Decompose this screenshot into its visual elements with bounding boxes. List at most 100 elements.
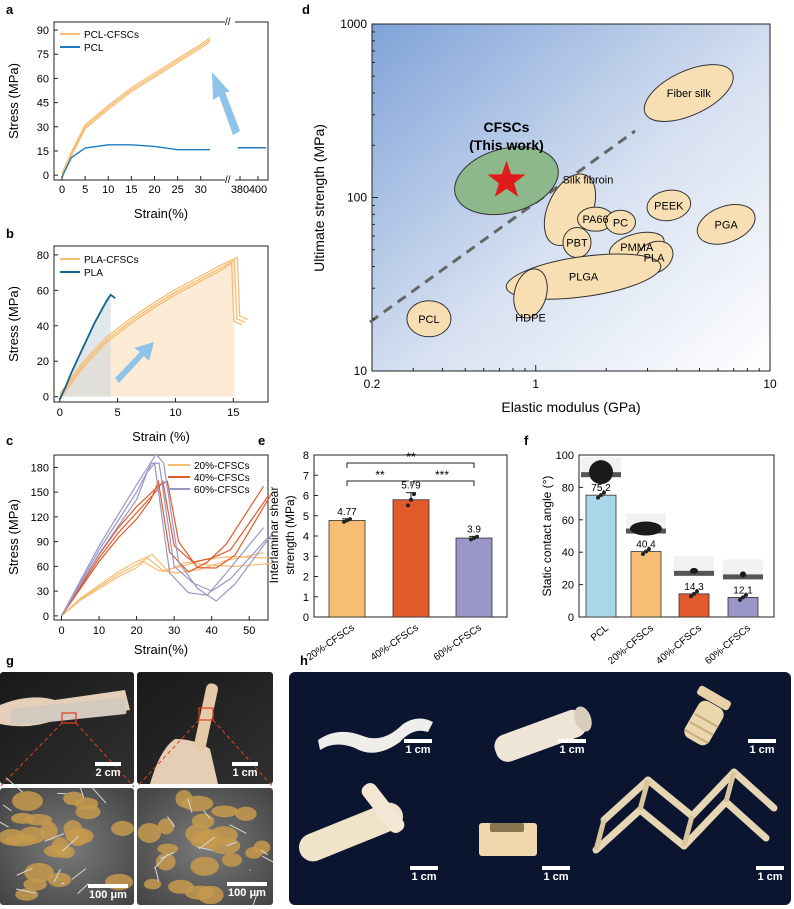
sem-fiber — [0, 821, 9, 828]
material-label: PEEK — [654, 200, 684, 212]
lattice-strut — [636, 806, 688, 850]
material-label: Silk fibroin — [563, 175, 614, 187]
chart-d-ylabel: Ultimate strength (MPa) — [311, 124, 327, 272]
x-tick-label: 20%-CFSCs — [305, 622, 357, 663]
y-tick-label: 1 — [303, 592, 309, 604]
material-label: PC — [613, 217, 628, 229]
data-point — [695, 589, 699, 594]
x-tick-label: 5 — [82, 184, 88, 196]
line-series-PLA-CFSCs — [59, 256, 249, 395]
y-tick-label: 0 — [43, 170, 49, 182]
sem-fiber — [159, 851, 175, 860]
sem-fiber — [198, 836, 216, 850]
sem-particle — [11, 791, 44, 811]
data-point — [602, 490, 606, 495]
data-point — [689, 594, 693, 599]
line-series-60%-CFSCs — [60, 453, 273, 617]
sem-fiber — [225, 841, 237, 847]
y-tick-label: 60 — [562, 515, 574, 527]
data-point — [744, 592, 748, 597]
line-series-20%-CFSCs — [61, 555, 269, 617]
sem-fiber — [61, 836, 79, 852]
line-series-40%-CFSCs — [61, 479, 264, 617]
y-tick-label: 80 — [562, 482, 574, 494]
material-label: PLA — [644, 253, 665, 265]
line-series-20%-CFSCs — [61, 553, 273, 617]
y-tick-label: 4 — [303, 531, 309, 543]
lattice-strut — [593, 819, 607, 851]
increase-arrow-a — [212, 72, 240, 135]
material-ellipse-peek — [646, 189, 692, 222]
x-tick-label: 1 — [532, 377, 539, 391]
x-tick-label: 10 — [102, 184, 114, 196]
lattice-strut — [722, 798, 770, 842]
significance-label: ** — [375, 468, 385, 482]
line-series-PCL-CFSCs — [61, 37, 211, 174]
sem-fiber — [92, 787, 107, 804]
value-label: 40.4 — [636, 540, 656, 551]
lattice-strut — [592, 806, 644, 854]
chart-a: // // PCL-CFSCs PCL 0 15 30 45 60 75 90 0 5 10 15 20… — [6, 17, 269, 221]
y-tick-label: 0 — [43, 392, 49, 404]
significance-label: ** — [406, 450, 416, 464]
lattice-strut — [688, 768, 738, 820]
chart-a-xlabel: Strain(%) — [134, 206, 188, 221]
x-tick-label: 15 — [125, 184, 137, 196]
y-tick-label: 1000 — [340, 17, 367, 31]
value-label: 5.79 — [401, 481, 421, 492]
y-tick-label: 60 — [37, 73, 49, 85]
y-tick-label: 0 — [43, 611, 49, 623]
sem-fiber — [261, 855, 275, 863]
data-point — [644, 549, 648, 554]
y-tick-label: 75 — [37, 49, 49, 61]
chart-d-xlabel: Elastic modulus (GPa) — [501, 399, 640, 415]
line-series-PLA — [58, 293, 116, 400]
y-tick-label: 15 — [37, 146, 49, 158]
data-point — [596, 495, 600, 500]
sem-particle — [0, 828, 26, 846]
material-label: Fiber silk — [667, 88, 712, 100]
x-tick-label: 0.2 — [364, 377, 381, 391]
y-tick-label: 100 — [347, 191, 367, 205]
x-tick-label: 10 — [763, 377, 777, 391]
sem-particle — [15, 888, 39, 901]
value-label: 14.3 — [684, 582, 704, 593]
photo-panel-g — [0, 672, 275, 906]
chart-a-ylabel: Stress (MPa) — [6, 63, 21, 139]
x-tick-label: 50 — [243, 625, 255, 637]
y-tick-label: 40 — [562, 547, 574, 559]
scale-bar-g2: 1 cm — [225, 762, 265, 779]
sem-particle — [191, 813, 215, 829]
sem-fiber — [79, 785, 85, 798]
y-tick-label: 80 — [37, 250, 49, 262]
data-point — [345, 518, 349, 523]
sem-particle — [43, 844, 71, 858]
scale-bar-h5: 1 cm — [536, 866, 576, 883]
sem-particle — [157, 818, 175, 835]
droplet-image — [589, 460, 613, 485]
lattice-strut — [680, 798, 730, 850]
x-tick-label: 0 — [58, 625, 64, 637]
scale-bar-h4: 1 cm — [404, 866, 444, 883]
scale-bar-h3: 1 cm — [742, 739, 782, 756]
sem-fiber — [44, 833, 65, 842]
sem-particle — [155, 853, 176, 871]
x-tick-label: PCL — [589, 623, 611, 644]
sem-particle — [157, 843, 179, 854]
sem-fiber — [249, 869, 251, 871]
data-point — [475, 534, 479, 539]
data-point — [692, 591, 696, 596]
line-series-40%-CFSCs — [61, 479, 269, 617]
value-label: 12.1 — [733, 585, 753, 596]
lattice-strut — [600, 776, 652, 824]
panel-letter-f: f — [524, 433, 529, 448]
printed-ribbon — [318, 718, 433, 753]
this-work-title: CFSCs — [484, 119, 530, 135]
lattice-strut — [681, 815, 695, 847]
value-label: 4.77 — [337, 507, 357, 518]
sem-particle — [245, 847, 263, 859]
y-tick-label: 60 — [37, 285, 49, 297]
scale-bar-g3: 100 μm — [84, 884, 132, 901]
panel-letter-d: d — [302, 2, 310, 17]
bar-40%-CFSCs — [392, 499, 430, 618]
